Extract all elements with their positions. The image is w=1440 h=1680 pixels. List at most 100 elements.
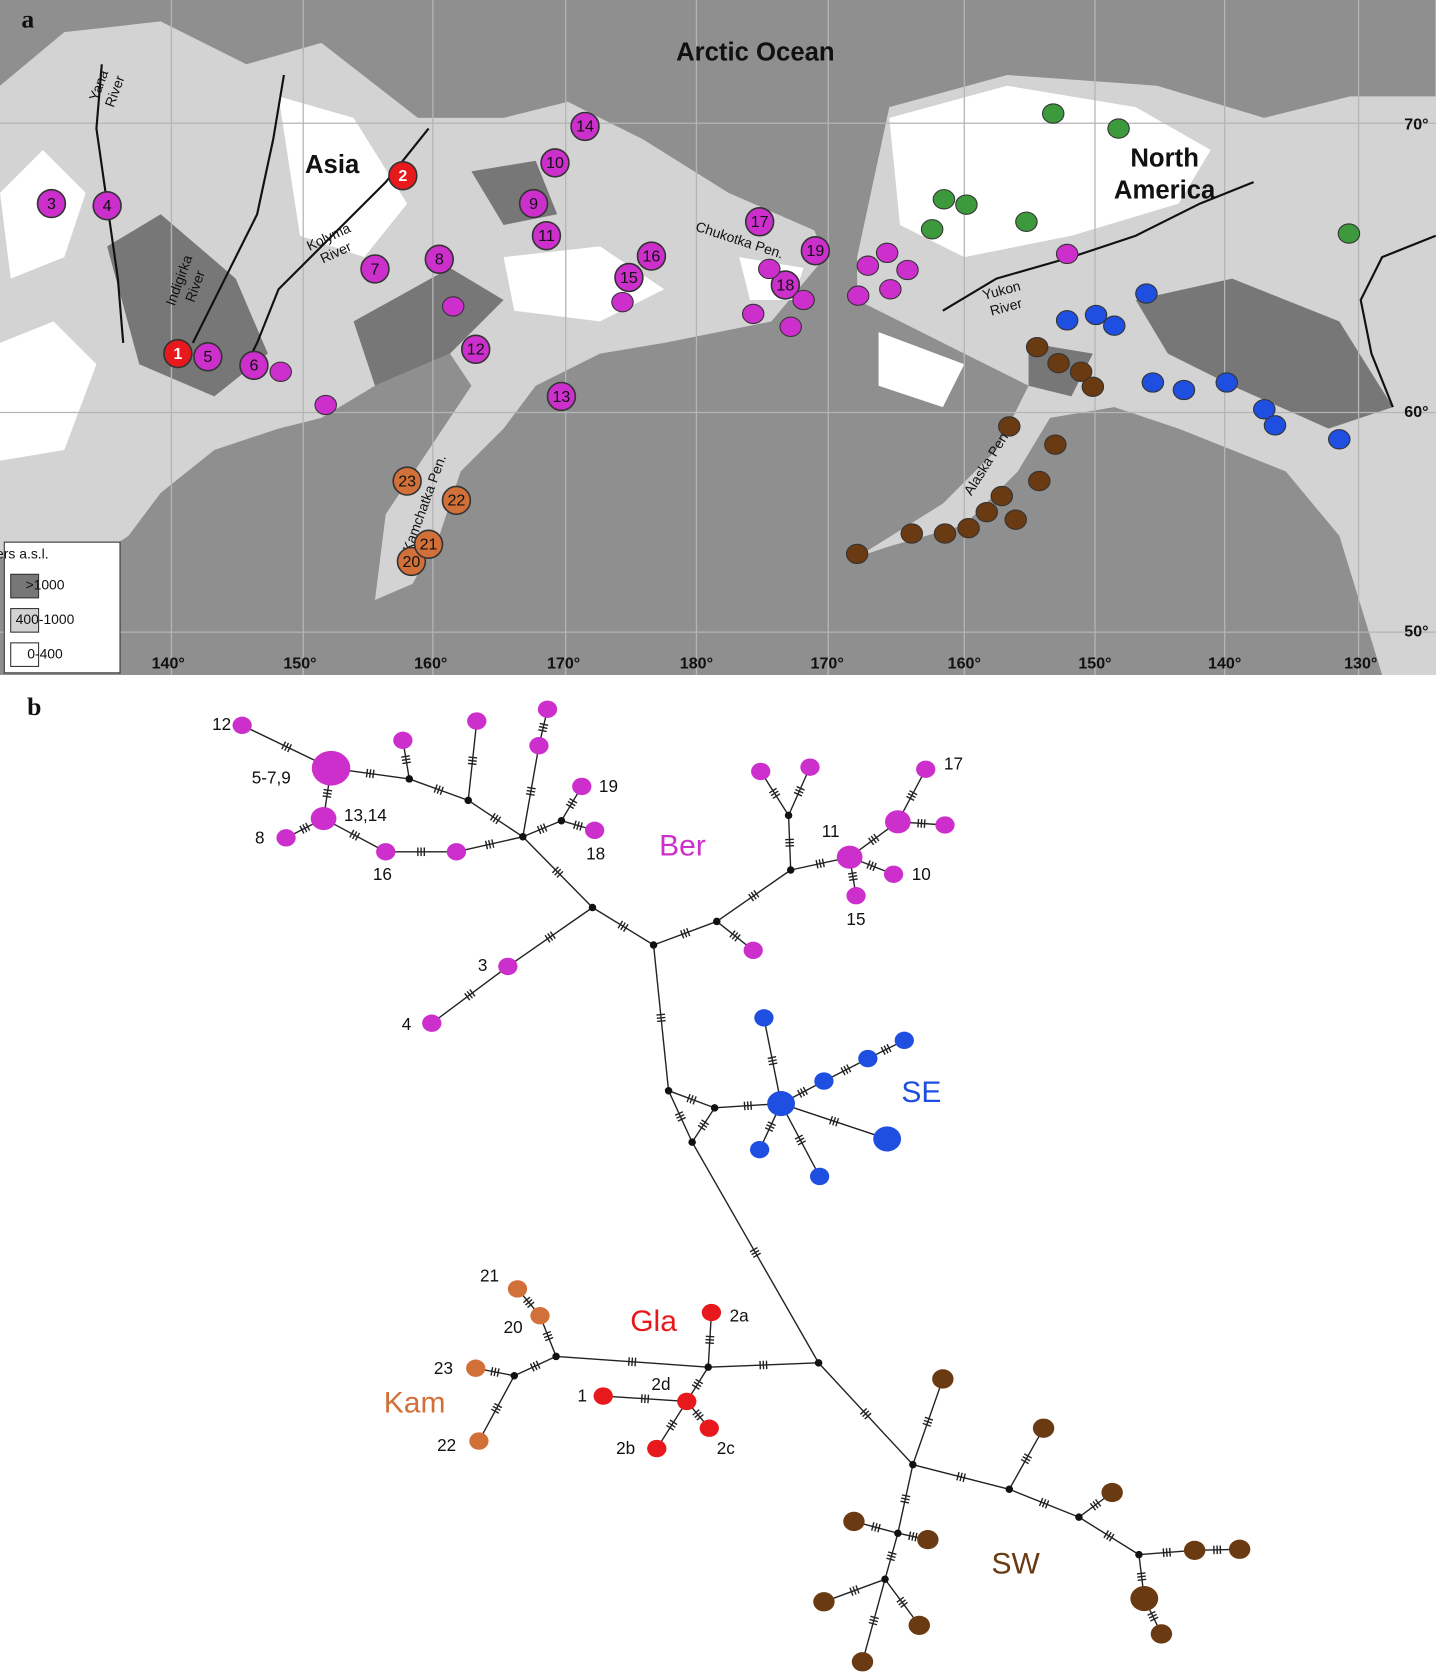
mutation-tick [647, 1394, 650, 1404]
haplotype-node [751, 762, 771, 781]
mutation-tick [323, 788, 333, 792]
legend-swatch [10, 573, 40, 599]
mutation-tick [322, 792, 332, 795]
mutation-tick [900, 1601, 908, 1609]
mutation-tick [527, 1301, 535, 1309]
legend-item: 400-1000 [16, 611, 75, 627]
mutation-tick [767, 1056, 777, 1060]
mutation-tick [794, 1134, 803, 1140]
mutation-tick [554, 868, 562, 876]
site-label: 1 [173, 345, 182, 363]
mutation-tick [749, 1246, 758, 1253]
node-label: 2d [651, 1374, 670, 1394]
legend-item: 0-400 [27, 645, 63, 661]
mutation-tick [835, 1117, 840, 1127]
group-label: SE [901, 1076, 941, 1109]
mutation-tick [886, 1557, 895, 1562]
mutation-tick [898, 1599, 906, 1606]
graticule [0, 0, 1436, 675]
node-label: 17 [944, 754, 963, 774]
mutation-tick [849, 878, 858, 881]
sample-marker [441, 296, 465, 317]
haplotype-node [885, 810, 911, 834]
mutation-tick [887, 1554, 896, 1559]
mutation-tick [693, 1381, 702, 1388]
mutation-tick [887, 1551, 897, 1555]
site-marker [239, 350, 269, 381]
sample-marker [1107, 118, 1130, 139]
node-label: 4 [402, 1014, 412, 1034]
node-label: 3 [478, 955, 488, 975]
mutation-tick [573, 820, 577, 829]
median-vector [784, 811, 793, 820]
mutation-tick [862, 1410, 870, 1418]
mutation-tick [1106, 1531, 1112, 1540]
mutation-tick [793, 791, 803, 797]
site-label: 9 [529, 195, 538, 213]
mutation-tick [368, 769, 372, 778]
haplotype-node [647, 1439, 667, 1458]
mutation-tick [439, 786, 444, 796]
mutation-tick [872, 862, 877, 872]
sample-marker [758, 258, 781, 280]
haplotype-node [810, 1167, 830, 1186]
site-marker [388, 160, 418, 191]
group-label: SW [992, 1547, 1041, 1580]
mutation-tick [705, 1342, 714, 1344]
sample-marker [269, 361, 292, 382]
mutation-tick [896, 1596, 905, 1603]
sample-marker [933, 523, 957, 544]
median-vector [1075, 1513, 1083, 1521]
median-vector [649, 941, 658, 949]
mutation-tick [962, 1473, 966, 1483]
haplotype-node [529, 737, 549, 755]
median-vector [814, 1359, 823, 1367]
mutation-tick [870, 835, 877, 844]
mutation-tick [490, 1408, 500, 1414]
mutation-tick [1136, 1572, 1146, 1575]
mutation-tick [656, 1016, 666, 1019]
sample-marker [1055, 243, 1079, 265]
mutation-tick [1108, 1533, 1115, 1542]
sample-marker [779, 316, 802, 337]
group-label: Kam [384, 1387, 446, 1420]
mutation-tick [1150, 1616, 1159, 1622]
mutation-tick [1095, 1499, 1102, 1507]
mutation-tick [767, 1121, 776, 1127]
mutation-tick [923, 819, 926, 828]
mutation-tick [1147, 1610, 1156, 1616]
mutation-tick [354, 832, 361, 841]
sample-marker [896, 259, 919, 281]
haplotype-node [851, 1652, 874, 1672]
mutation-tick [705, 1338, 715, 1341]
group-label: Gla [630, 1305, 677, 1338]
mutation-tick [539, 824, 545, 833]
node-label: 21 [480, 1266, 499, 1286]
median-vector [710, 1104, 719, 1112]
sample-marker [920, 219, 944, 240]
node-label: 10 [912, 864, 931, 884]
legend-title: meters a.s.l. [0, 546, 49, 562]
latitude-label: 50° [1404, 622, 1428, 640]
node-label: 16 [373, 864, 392, 884]
node-label: 1 [578, 1386, 588, 1406]
node-label: 19 [599, 776, 618, 796]
place-name: Asia [305, 151, 360, 179]
place-name: North [1130, 144, 1199, 172]
mutation-tick [492, 814, 499, 823]
site-label: 12 [467, 341, 485, 359]
site-marker [614, 262, 644, 293]
site-label: 7 [371, 260, 380, 278]
mutation-tick [433, 784, 438, 793]
mutation-tick [1162, 1548, 1165, 1558]
haplotype-node [743, 941, 763, 960]
mutation-tick [692, 1409, 700, 1416]
mutation-tick [491, 839, 495, 848]
site-label: 18 [776, 276, 794, 294]
mutation-tick [855, 1585, 860, 1594]
mutation-tick [883, 1045, 889, 1054]
mutation-tick [770, 790, 779, 797]
site-marker [518, 188, 549, 219]
node-label: 23 [434, 1358, 453, 1378]
